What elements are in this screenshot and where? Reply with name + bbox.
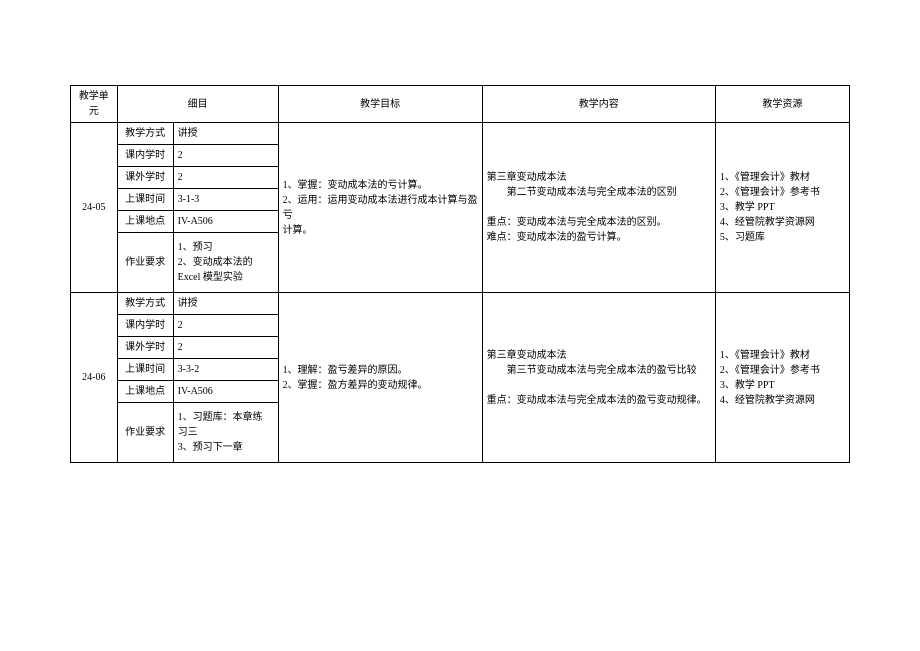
method-label: 教学方式: [117, 293, 173, 315]
homework-value: 1、习题库：本章练 习三 3、预习下一章: [173, 403, 278, 463]
homework-label: 作业要求: [117, 403, 173, 463]
header-detail: 细目: [117, 86, 278, 123]
goal-cell: 1、理解：盈亏差异的原因。 2、掌握：盈方差异的变动规律。: [278, 293, 482, 463]
table-row: 24-05 教学方式 讲授 1、掌握：变动成本法的亏计算。 2、运用：运用变动成…: [71, 123, 850, 145]
header-unit: 教学单 元: [71, 86, 118, 123]
header-content: 教学内容: [482, 86, 715, 123]
resource-cell: 1、《管理会计》教材 2、《管理会计》参考书 3、教学 PPT 4、经管院教学资…: [715, 293, 849, 463]
method-value: 讲授: [173, 123, 278, 145]
time-label: 上课时间: [117, 189, 173, 211]
location-value: IV-A506: [173, 381, 278, 403]
in-class-label: 课内学时: [117, 315, 173, 337]
out-class-label: 课外学时: [117, 337, 173, 359]
unit-cell: 24-06: [71, 293, 118, 463]
location-value: IV-A506: [173, 211, 278, 233]
content-cell: 第三章变动成本法 第二节变动成本法与完全成本法的区别 重点：变动成本法与完全成本…: [482, 123, 715, 293]
teaching-plan-table: 教学单 元 细目 教学目标 教学内容 教学资源 24-05 教学方式 讲授 1、…: [70, 85, 850, 463]
table-row: 24-06 教学方式 讲授 1、理解：盈亏差异的原因。 2、掌握：盈方差异的变动…: [71, 293, 850, 315]
time-value: 3-3-2: [173, 359, 278, 381]
method-label: 教学方式: [117, 123, 173, 145]
location-label: 上课地点: [117, 211, 173, 233]
out-class-label: 课外学时: [117, 167, 173, 189]
header-resource: 教学资源: [715, 86, 849, 123]
in-class-value: 2: [173, 315, 278, 337]
header-goal: 教学目标: [278, 86, 482, 123]
in-class-value: 2: [173, 145, 278, 167]
out-class-value: 2: [173, 167, 278, 189]
time-value: 3-1-3: [173, 189, 278, 211]
homework-label: 作业要求: [117, 233, 173, 293]
time-label: 上课时间: [117, 359, 173, 381]
method-value: 讲授: [173, 293, 278, 315]
homework-value: 1、预习 2、变动成本法的 Excel 模型实验: [173, 233, 278, 293]
table-header-row: 教学单 元 细目 教学目标 教学内容 教学资源: [71, 86, 850, 123]
in-class-label: 课内学时: [117, 145, 173, 167]
resource-cell: 1、《管理会计》教材 2、《管理会计》参考书 3、教学 PPT 4、经管院教学资…: [715, 123, 849, 293]
goal-cell: 1、掌握：变动成本法的亏计算。 2、运用：运用变动成本法进行成本计算与盈亏 计算…: [278, 123, 482, 293]
document-page: 教学单 元 细目 教学目标 教学内容 教学资源 24-05 教学方式 讲授 1、…: [70, 85, 850, 463]
unit-cell: 24-05: [71, 123, 118, 293]
out-class-value: 2: [173, 337, 278, 359]
location-label: 上课地点: [117, 381, 173, 403]
content-cell: 第三章变动成本法 第三节变动成本法与完全成本法的盈亏比较 重点：变动成本法与完全…: [482, 293, 715, 463]
